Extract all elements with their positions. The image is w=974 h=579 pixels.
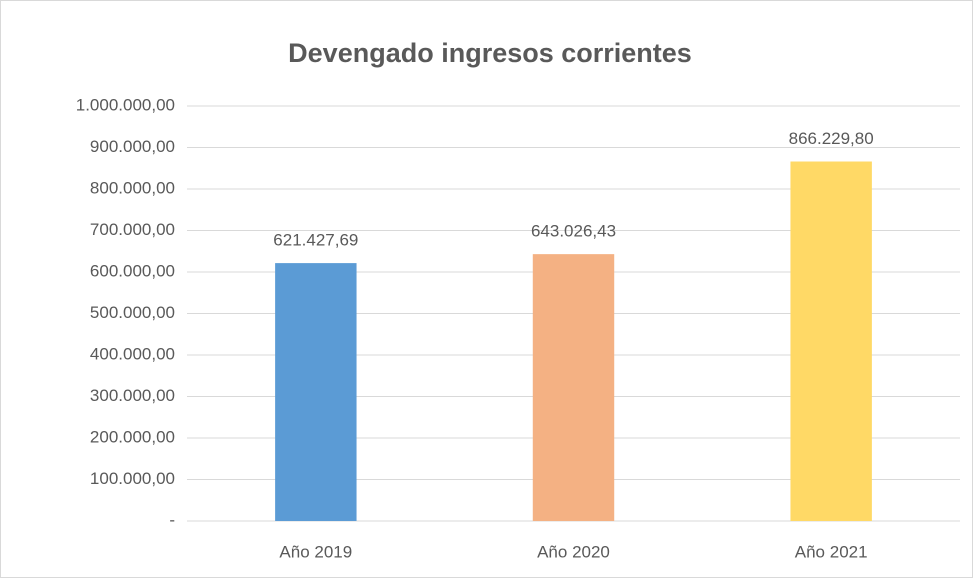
x-tick-label: Año 2019	[279, 542, 352, 561]
bar	[790, 161, 872, 521]
y-tick-label: 800.000,00	[90, 178, 175, 197]
value-label: 866.229,80	[789, 129, 874, 148]
y-tick-label: 900.000,00	[90, 137, 175, 156]
bar	[275, 263, 357, 521]
bar	[532, 254, 615, 521]
y-tick-label: 100.000,00	[90, 469, 175, 488]
x-tick-label: Año 2020	[537, 542, 610, 561]
value-label: 643.026,43	[531, 222, 616, 241]
y-tick-label: 600.000,00	[90, 261, 175, 280]
x-tick-label: Año 2021	[795, 542, 868, 561]
y-tick-label: 1.000.000,00	[76, 95, 175, 114]
y-tick-label: -	[169, 510, 175, 529]
y-tick-label: 400.000,00	[90, 344, 175, 363]
value-label: 621.427,69	[273, 231, 358, 250]
chart-title: Devengado ingresos corrientes	[288, 38, 692, 68]
y-tick-label: 300.000,00	[90, 386, 175, 405]
y-tick-label: 700.000,00	[90, 220, 175, 239]
y-tick-label: 200.000,00	[90, 427, 175, 446]
y-tick-label: 500.000,00	[90, 303, 175, 322]
